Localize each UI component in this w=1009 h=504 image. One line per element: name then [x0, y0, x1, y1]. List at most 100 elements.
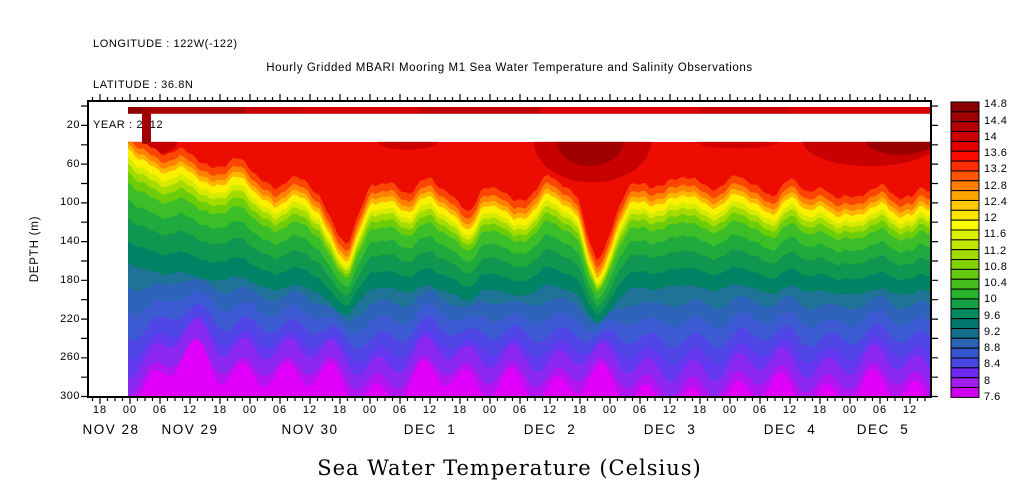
surface-sensor-band: [245, 107, 300, 114]
x-hour-label: 06: [632, 404, 648, 416]
x-hour-label: 06: [272, 404, 288, 416]
x-date-label: DEC 3: [643, 422, 697, 437]
colorbar: [950, 101, 980, 398]
x-hour-label: 12: [302, 404, 318, 416]
colorbar-cell: [950, 288, 980, 300]
plot-frame: [87, 100, 932, 398]
latitude-label: LATITUDE : 36.8N: [93, 78, 194, 91]
x-hour-label: 06: [752, 404, 768, 416]
colorbar-cell: [950, 259, 980, 270]
x-hour-label: 18: [692, 404, 708, 416]
x-hour-label: 00: [242, 404, 258, 416]
colorbar-tick-label: 8.4: [984, 358, 1001, 371]
colorbar-cell: [950, 387, 980, 398]
colorbar-tick-label: 12.4: [984, 195, 1008, 208]
surface-sensor-band: [420, 107, 540, 114]
y-tick-label: 300: [60, 390, 80, 403]
x-hour-label: 00: [602, 404, 618, 416]
y-tick-label: 100: [60, 196, 80, 209]
x-hour-label: 00: [722, 404, 738, 416]
colorbar-cell: [950, 357, 980, 369]
surface-sensor-band: [150, 107, 245, 114]
longitude-label: LONGITUDE : 122W(-122): [93, 38, 238, 50]
x-date-label: DEC 1: [403, 422, 457, 437]
surface-sensor-band: [300, 107, 420, 114]
surface-sensor-band: [540, 107, 700, 114]
colorbar-tick-label: 11.6: [984, 228, 1007, 241]
colorbar-cell: [950, 298, 980, 310]
x-date-label: NOV 29: [161, 422, 219, 437]
y-tick-label: 140: [60, 235, 80, 248]
colorbar-cell: [950, 318, 980, 329]
x-date-label: NOV 28: [82, 422, 140, 437]
colorbar-cell: [950, 308, 980, 320]
x-hour-label: 00: [122, 404, 138, 416]
x-hour-label: 18: [812, 404, 828, 416]
colorbar-cell: [950, 278, 980, 290]
x-hour-label: 18: [452, 404, 468, 416]
colorbar-cell: [950, 347, 980, 359]
colorbar-tick-label: 10.4: [984, 277, 1008, 290]
warm-patch: [802, 141, 931, 167]
surface-sensor-band: [790, 107, 931, 114]
x-hour-label: 06: [152, 404, 168, 416]
colorbar-tick-label: 7.6: [984, 391, 1001, 403]
x-hour-label: 06: [392, 404, 408, 416]
colorbar-tick-label: 8: [984, 374, 991, 387]
colorbar-cell: [950, 209, 980, 221]
colorbar-cell: [950, 199, 980, 211]
colorbar-tick-label: 12: [984, 212, 998, 225]
colorbar-cell: [950, 239, 980, 251]
colorbar-tick-label: 9.6: [984, 309, 1001, 322]
x-hour-label: 00: [482, 404, 498, 416]
colorbar-cell: [950, 170, 980, 182]
colorbar-tick-label: 8.8: [984, 342, 1001, 355]
y-tick-label: 180: [60, 273, 80, 286]
colorbar-cell: [950, 219, 980, 231]
x-hour-label: 00: [362, 404, 378, 416]
x-hour-label: 06: [512, 404, 528, 416]
colorbar-cell: [950, 268, 980, 280]
temperature-field: [128, 141, 931, 397]
colorbar-cell: [950, 327, 980, 339]
x-hour-label: 18: [572, 404, 588, 416]
x-hour-label: 18: [92, 404, 108, 416]
axis-ticks: [81, 94, 938, 404]
colorbar-cell: [950, 160, 980, 172]
colorbar-cell: [950, 367, 980, 379]
colorbar-cell: [950, 180, 980, 192]
y-tick-label: 60: [66, 157, 80, 170]
y-tick-label: 260: [60, 351, 80, 364]
plot-title: Hourly Gridded MBARI Mooring M1 Sea Wate…: [266, 62, 753, 74]
colorbar-cell: [950, 111, 980, 123]
colorbar-tick-label: 10: [984, 293, 998, 306]
colorbar-cell: [950, 121, 980, 133]
warm-patch: [695, 141, 780, 149]
x-hour-label: 12: [662, 404, 678, 416]
colorbar-tick-label: 14: [984, 130, 998, 143]
colorbar-cell: [950, 190, 980, 201]
warm-patch: [556, 141, 624, 167]
x-hour-label: 06: [872, 404, 888, 416]
colorbar-tick-label: 10.8: [984, 260, 1008, 273]
colorbar-tick-label: 13.2: [984, 163, 1008, 176]
colorbar-tick-label: 14.8: [984, 98, 1008, 111]
x-hour-label: 12: [782, 404, 798, 416]
colorbar-cell: [950, 150, 980, 162]
x-date-label: NOV 30: [281, 422, 339, 437]
colorbar-cell: [950, 131, 980, 142]
colorbar-tick-label: 13.6: [984, 147, 1008, 160]
isotherm-band: [128, 338, 931, 397]
x-hour-label: 00: [842, 404, 858, 416]
warm-patch: [376, 141, 439, 150]
x-hour-label: 18: [332, 404, 348, 416]
colorbar-tick-label: 9.2: [984, 325, 1001, 338]
colorbar-title: Sea Water Temperature (Celsius): [317, 456, 702, 480]
colorbar-cell: [950, 229, 980, 241]
colorbar-cell: [950, 101, 980, 113]
mooring-strip: [142, 107, 151, 144]
colorbar-cell: [950, 140, 980, 152]
x-hour-label: 12: [182, 404, 198, 416]
